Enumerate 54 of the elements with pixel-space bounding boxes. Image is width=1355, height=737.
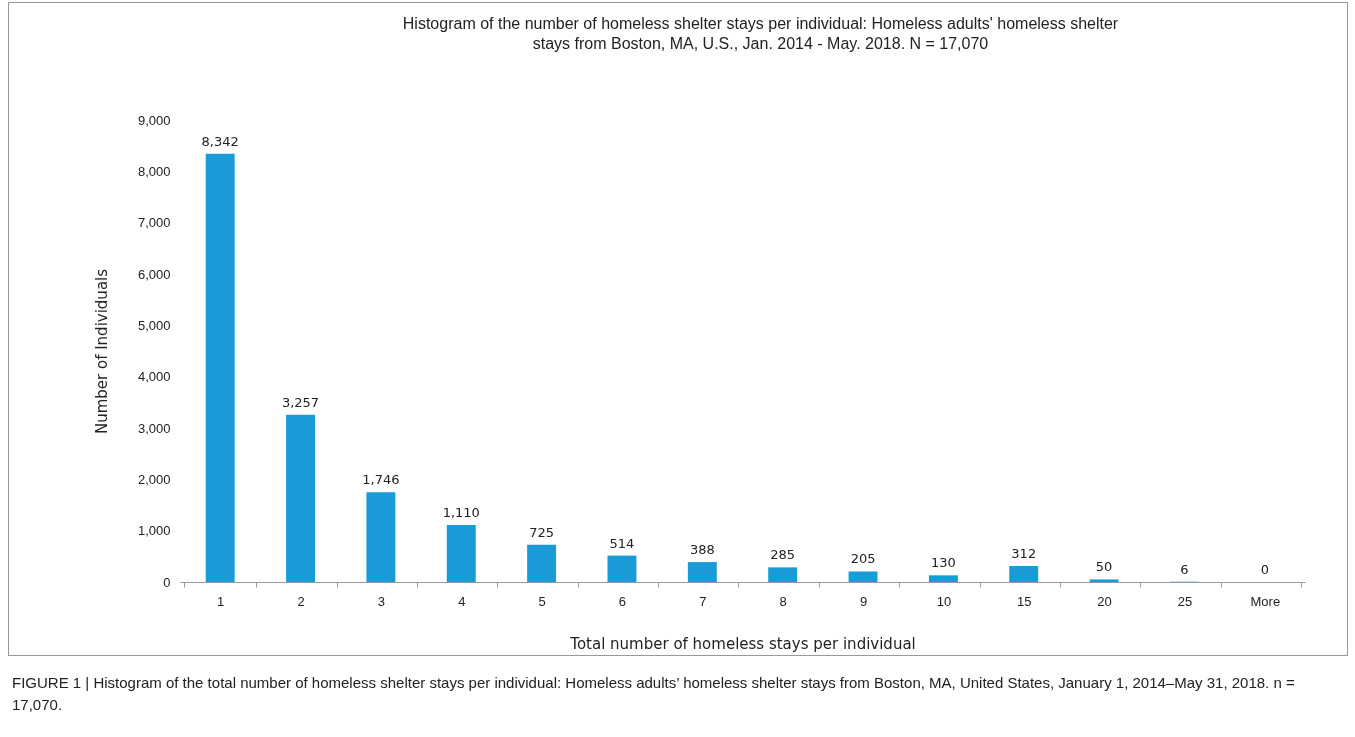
x-tick-label: 9: [859, 593, 868, 609]
data-label: 388: [689, 542, 715, 558]
y-tick-label: 8,000: [137, 163, 171, 179]
x-tick-label: 8: [779, 593, 787, 609]
bar: [1009, 565, 1039, 582]
data-label: 205: [850, 551, 876, 567]
x-tick-label: 6: [618, 593, 627, 609]
data-label: 514: [609, 535, 635, 551]
bar: [928, 575, 958, 582]
x-tick-label: 5: [538, 593, 546, 609]
data-label: 50: [1095, 559, 1113, 575]
bar: [768, 567, 798, 582]
y-tick-label: 2,000: [137, 471, 171, 487]
data-label: 3,257: [281, 394, 320, 410]
x-axis-title: Total number of homeless stays per individual: [569, 634, 916, 653]
y-tick-label: 7,000: [137, 215, 171, 231]
x-tick-label: More: [1250, 593, 1281, 609]
bar: [366, 492, 396, 582]
y-axis-title: Number of Individuals: [92, 268, 111, 435]
y-tick-label: 9,000: [137, 112, 171, 128]
bar: [527, 544, 557, 582]
y-tick-label: 3,000: [137, 420, 171, 436]
data-label: 130: [930, 555, 956, 571]
chart-title: Histogram of the number of homeless shelter stays per individual: Homeless adults' homeless shelter stays from Boston, MA, U.S., Jan. 2014 - May. 2018. N = 17,070: [402, 15, 1119, 52]
x-tick-label: 10: [936, 593, 952, 609]
y-tick-label: 0: [163, 574, 171, 590]
x-tick-label: 7: [699, 593, 707, 609]
data-label: 1,110: [442, 505, 480, 521]
x-tick-label: 15: [1017, 593, 1032, 609]
data-label: 1,746: [362, 472, 400, 488]
x-tick-label: 3: [377, 593, 386, 609]
bar: [1089, 579, 1119, 582]
x-tick-label: 20: [1097, 593, 1112, 609]
bar: [687, 562, 717, 582]
bar: [205, 153, 235, 582]
data-label: 6: [1180, 561, 1189, 577]
y-tick-label: 4,000: [137, 369, 171, 385]
bar: [848, 571, 878, 582]
bar: [446, 525, 476, 582]
bar: [607, 555, 637, 582]
y-tick-label: 1,000: [137, 523, 171, 539]
y-tick-label: 6,000: [137, 266, 171, 282]
data-label: 725: [529, 524, 555, 540]
x-tick-label: 4: [458, 593, 466, 609]
x-tick-label: 25: [1177, 593, 1193, 609]
caption: FIGURE 1 | Histogram of the total number of homeless shelter stays per individual: Homeless adults’ homeless shelter stays from Boston, MA, United States, January 1, 2014–May 31, 2018. n = 17,070.: [12, 673, 1296, 715]
x-tick-label: 2: [297, 593, 305, 609]
x-tick-label: 1: [217, 593, 225, 609]
data-label: 0: [1260, 562, 1269, 577]
data-label: 285: [770, 547, 796, 563]
data-label: 8,342: [201, 133, 239, 149]
y-tick-label: 5,000: [137, 317, 171, 333]
bar: [286, 414, 315, 582]
data-label: 312: [1011, 545, 1037, 561]
